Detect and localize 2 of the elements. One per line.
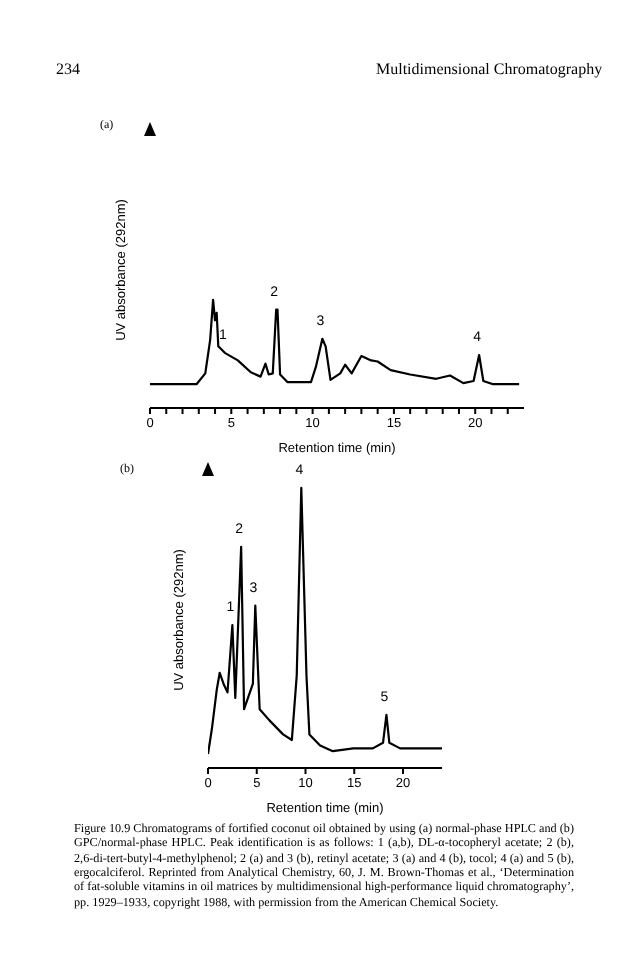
text: Multidimensional Chromatography: [376, 60, 603, 78]
text: 234: [56, 60, 80, 78]
